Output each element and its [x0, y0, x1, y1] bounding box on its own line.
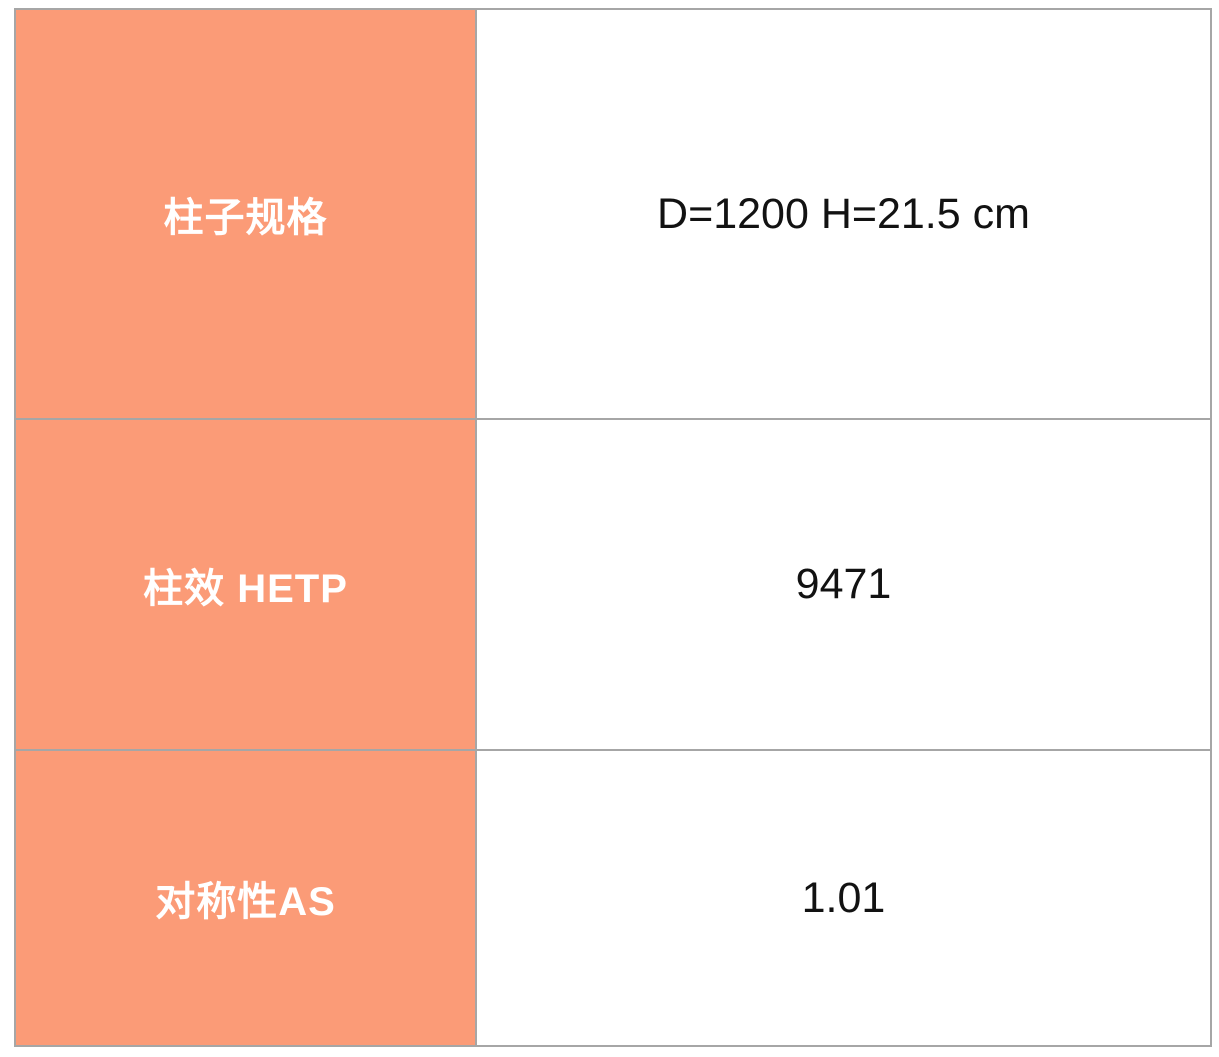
row-value-cell: 9471: [475, 418, 1212, 751]
row-value-cell: D=1200 H=21.5 cm: [475, 8, 1212, 420]
row-label-cell: 柱子规格: [14, 8, 477, 420]
table-row: 柱效 HETP 9471: [14, 418, 1212, 751]
row-label-cell: 柱效 HETP: [14, 418, 477, 751]
row-value-cell: 1.01: [475, 749, 1212, 1047]
table-row: 对称性AS 1.01: [14, 749, 1212, 1047]
table-row: 柱子规格 D=1200 H=21.5 cm: [14, 8, 1212, 420]
row-label-cell: 对称性AS: [14, 749, 477, 1047]
column-spec-table: 柱子规格 D=1200 H=21.5 cm 柱效 HETP 9471 对称性AS…: [14, 8, 1212, 1047]
